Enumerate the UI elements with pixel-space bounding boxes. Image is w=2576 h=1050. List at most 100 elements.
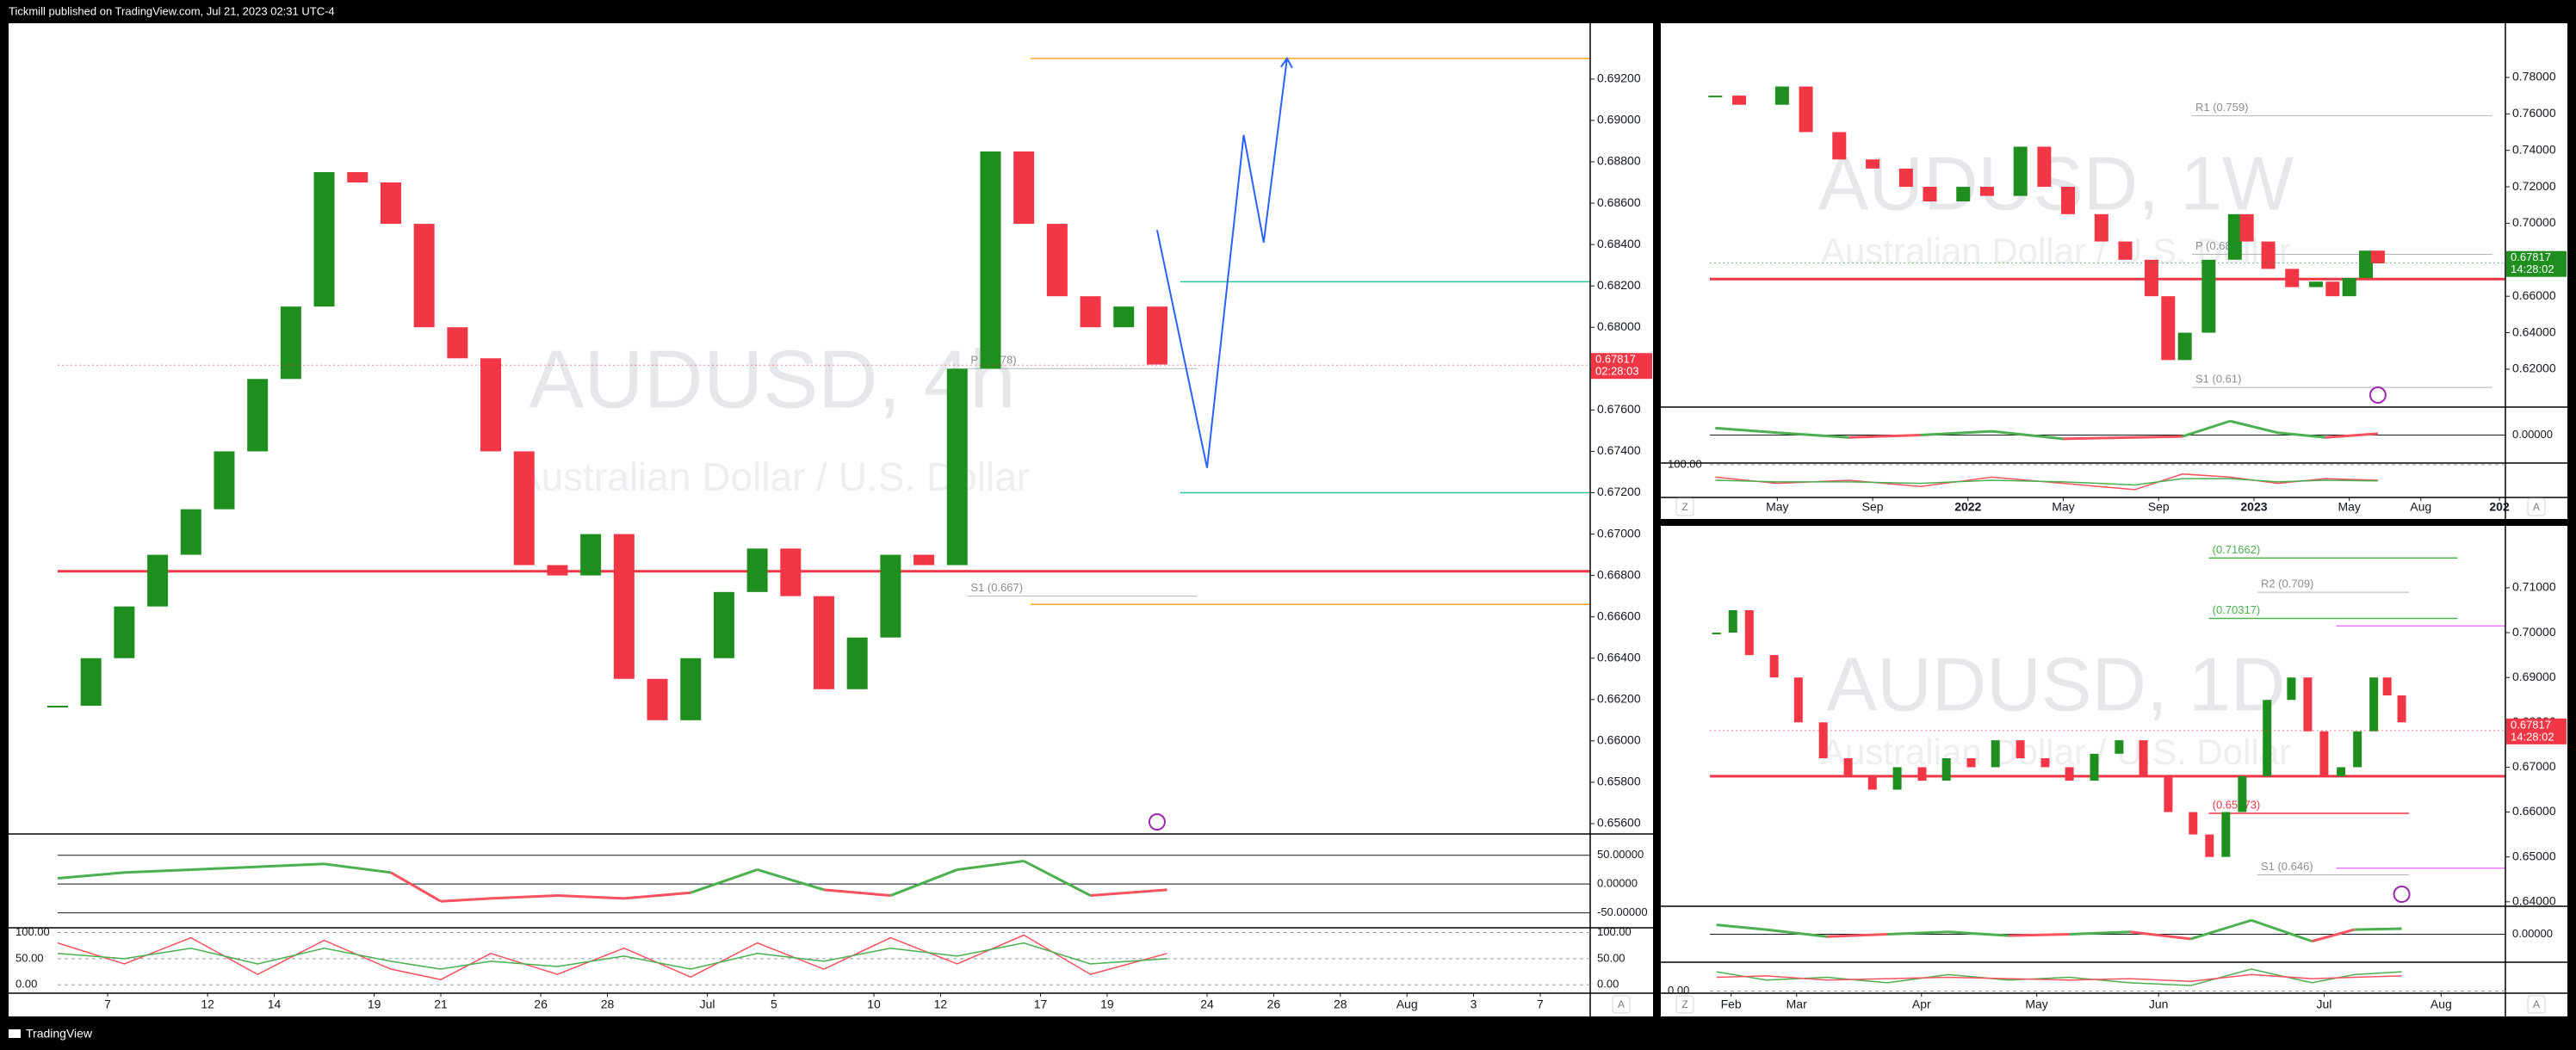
x-tick-label: 14: [268, 998, 282, 1011]
watermark-symbol: AUDUSD, 4h: [529, 333, 1016, 425]
scale-button-label: A: [1618, 998, 1625, 1010]
osc-line: [1715, 478, 2378, 486]
y-tick-label: 0.72000: [2512, 179, 2556, 193]
osc-segment: [623, 891, 691, 900]
level-label: (0.71662): [2213, 543, 2261, 556]
scale-button[interactable]: [2527, 497, 2546, 516]
x-tick-label: Sep: [1862, 500, 1884, 514]
candle: [80, 658, 102, 707]
osc-segment: [2354, 927, 2402, 931]
x-tick-label: Feb: [1721, 998, 1742, 1011]
candle: [2397, 695, 2406, 723]
osc-line: [1715, 472, 2378, 491]
countdown-label: 14:28:02: [2511, 730, 2554, 743]
candle: [1146, 306, 1167, 365]
candle: [1832, 132, 1847, 160]
last-price-tag: [2506, 250, 2567, 277]
candle: [2094, 213, 2108, 242]
candle: [2261, 241, 2276, 269]
osc-tick-label: 100.00: [1597, 925, 1632, 938]
x-tick-label: Aug: [2430, 998, 2452, 1011]
candle: [347, 172, 368, 183]
y-tick-label: 0.65000: [2512, 849, 2556, 862]
candle: [1979, 187, 1994, 196]
y-tick-label: 0.66800: [1597, 567, 1641, 581]
y-tick-label: 0.68600: [1597, 195, 1641, 209]
scale-button[interactable]: [2527, 995, 2546, 1014]
candle: [280, 306, 301, 380]
plot-area: AUDUSD, 4h Australian Dollar / U.S. Dolla…: [47, 56, 1590, 831]
candle: [1956, 187, 1971, 202]
candle: [2337, 767, 2346, 776]
candle: [1843, 757, 1853, 776]
candle: [547, 565, 568, 576]
candle: [1898, 168, 1913, 188]
candle: [2065, 767, 2074, 781]
candle: [2239, 213, 2254, 242]
y-tick-label: 0.66000: [1597, 733, 1641, 747]
osc-tick-label: 0.00000: [2512, 428, 2553, 441]
footer-brand: TradingView: [26, 1027, 93, 1041]
osc-tick-label: 0.00: [1597, 978, 1619, 991]
osc-segment: [57, 871, 125, 880]
candle: [2016, 740, 2025, 758]
x-tick-label: 2022: [1954, 500, 1981, 514]
scale-button-label: Z: [1681, 501, 1687, 513]
scale-button[interactable]: [1612, 995, 1631, 1014]
osc-segment: [2311, 928, 2356, 943]
candle: [2369, 677, 2379, 732]
osc-segment: [1023, 860, 1092, 897]
y-tick-label: 0.74000: [2512, 142, 2556, 156]
x-tick-label: May: [2052, 500, 2074, 514]
osc-segment: [190, 865, 258, 871]
level-label: S1 (0.646): [2261, 860, 2313, 873]
osc-segment: [2182, 419, 2231, 438]
countdown-label: 02:28:03: [1595, 365, 1639, 378]
x-tick-label: 12: [201, 998, 214, 1011]
osc-segment: [1920, 429, 1992, 436]
candle: [913, 554, 935, 565]
osc-tick-label: 100.00: [1668, 457, 1702, 470]
candle: [946, 368, 968, 565]
x-tick-label: 5: [771, 998, 777, 1011]
candle: [780, 548, 802, 596]
candle: [2308, 281, 2323, 287]
scale-button[interactable]: [1675, 995, 1694, 1014]
osc-line: [57, 942, 1167, 970]
candle: [214, 451, 235, 510]
osc-segment: [2229, 419, 2279, 435]
scale-button-label: Z: [1681, 998, 1687, 1010]
candle: [1793, 677, 1803, 723]
plot-area: AUDUSD, 1D Australian Dollar / U.S. Dolla…: [1710, 543, 2505, 903]
y-tick-label: 0.71000: [2512, 580, 2556, 594]
osc-segment: [690, 868, 759, 894]
y-tick-label: 0.69000: [2512, 670, 2556, 683]
candle: [2303, 677, 2313, 732]
candle: [2370, 250, 2385, 264]
y-tick-label: 0.67200: [1597, 485, 1641, 498]
y-tick-label: 0.62000: [2512, 361, 2556, 375]
candle: [1744, 609, 1754, 656]
osc-tick-label: -50.00000: [1597, 905, 1648, 918]
osc-line: [1716, 968, 2402, 986]
watermark-description: Australian Dollar / U.S. Dollar: [1821, 732, 2291, 772]
x-tick-label: Mar: [1786, 998, 1807, 1011]
candle: [713, 591, 734, 658]
candle: [2285, 269, 2300, 287]
osc-segment: [823, 888, 891, 898]
osc-segment: [2129, 930, 2191, 941]
osc-segment: [1716, 923, 1767, 931]
candle: [846, 637, 868, 689]
candle: [1866, 159, 1880, 169]
osc-tick-label: 50.00000: [1597, 848, 1644, 861]
x-tick-label: 2023: [2240, 500, 2267, 514]
osc-segment: [1991, 429, 2064, 441]
y-tick-label: 0.65600: [1597, 816, 1641, 830]
osc-tick-label: 100.00: [15, 925, 50, 938]
y-tick-label: 0.64000: [2512, 893, 2556, 907]
osc-segment: [2063, 435, 2135, 441]
candle: [1867, 775, 1877, 790]
candle: [1991, 740, 2000, 768]
scale-button[interactable]: [1675, 497, 1694, 516]
y-tick-label: 0.66200: [1597, 692, 1641, 706]
